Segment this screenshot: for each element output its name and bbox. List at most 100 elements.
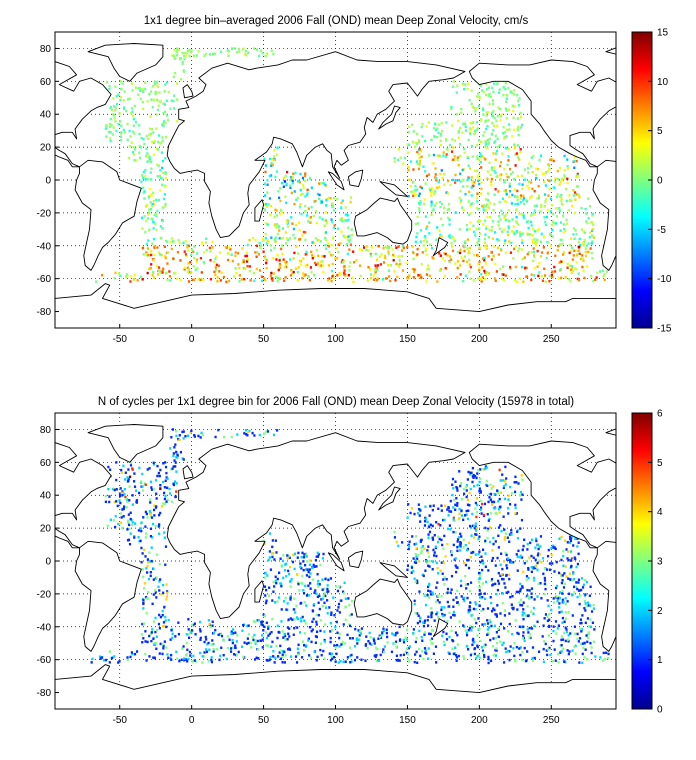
data-cell bbox=[261, 646, 264, 649]
data-cell bbox=[307, 220, 310, 223]
data-cell bbox=[492, 245, 495, 248]
data-cell bbox=[285, 265, 288, 269]
data-cell bbox=[427, 545, 430, 548]
data-cell bbox=[486, 138, 489, 142]
data-cell bbox=[505, 117, 508, 120]
data-cell bbox=[108, 87, 111, 91]
data-cell bbox=[575, 581, 578, 584]
data-cell bbox=[343, 219, 346, 222]
data-cell bbox=[382, 629, 385, 633]
data-cell bbox=[470, 194, 473, 197]
data-cell bbox=[265, 261, 268, 265]
data-cell bbox=[577, 245, 581, 249]
data-cell bbox=[157, 251, 161, 254]
data-cell bbox=[495, 613, 498, 616]
data-cell bbox=[287, 618, 290, 621]
data-cell bbox=[470, 186, 473, 189]
data-cell bbox=[493, 141, 496, 145]
data-cell bbox=[275, 551, 278, 554]
data-cell bbox=[569, 280, 572, 283]
data-cell bbox=[159, 483, 162, 487]
data-cell bbox=[360, 627, 363, 630]
coastline-sumatra bbox=[327, 552, 345, 572]
data-cell bbox=[442, 154, 445, 157]
data-cell bbox=[143, 191, 146, 194]
data-cell bbox=[279, 649, 282, 653]
data-cell bbox=[581, 265, 584, 269]
data-cell bbox=[389, 264, 393, 267]
data-cell bbox=[499, 563, 502, 567]
data-cell bbox=[349, 196, 353, 199]
data-cell bbox=[456, 260, 460, 263]
data-cell bbox=[437, 572, 440, 575]
data-cell bbox=[267, 659, 270, 662]
data-cell bbox=[274, 601, 277, 604]
data-cell bbox=[508, 266, 512, 269]
data-cell bbox=[545, 198, 548, 201]
data-cell bbox=[437, 180, 440, 184]
data-cell bbox=[536, 229, 539, 232]
data-cell bbox=[566, 541, 569, 544]
data-cell bbox=[141, 88, 144, 91]
data-cell bbox=[587, 242, 590, 245]
data-cell bbox=[184, 435, 187, 438]
data-cell bbox=[133, 104, 136, 108]
data-cell bbox=[554, 207, 558, 210]
data-cell bbox=[305, 553, 308, 556]
data-cell bbox=[150, 631, 153, 634]
data-cell bbox=[551, 220, 555, 223]
data-cell bbox=[295, 198, 298, 201]
data-cell bbox=[144, 652, 147, 656]
data-cell bbox=[491, 121, 494, 125]
data-cell bbox=[473, 181, 476, 184]
data-cell bbox=[247, 632, 250, 636]
data-cell bbox=[475, 476, 478, 480]
data-cell bbox=[393, 270, 396, 273]
data-cell bbox=[161, 219, 165, 223]
data-cell bbox=[267, 558, 270, 562]
data-cell bbox=[444, 504, 447, 507]
data-cell bbox=[322, 264, 325, 267]
data-cell bbox=[479, 592, 482, 595]
data-cell bbox=[308, 654, 311, 657]
data-cell bbox=[539, 210, 542, 213]
data-cell bbox=[281, 661, 284, 664]
data-cell bbox=[440, 594, 443, 598]
data-cell bbox=[471, 180, 474, 183]
data-cell bbox=[511, 193, 514, 197]
data-cell bbox=[273, 237, 276, 241]
data-cell bbox=[490, 559, 494, 562]
data-cell bbox=[472, 550, 475, 554]
data-cell bbox=[424, 236, 427, 240]
data-cell bbox=[439, 569, 442, 573]
data-cell bbox=[315, 658, 318, 662]
data-cell bbox=[393, 536, 397, 539]
data-cell bbox=[497, 190, 500, 193]
data-cell bbox=[430, 202, 433, 206]
data-cell bbox=[486, 619, 489, 622]
data-cell bbox=[484, 208, 488, 212]
data-cell bbox=[578, 602, 581, 606]
data-cell bbox=[528, 589, 531, 592]
data-cell bbox=[513, 658, 517, 662]
data-cell bbox=[415, 542, 418, 545]
data-cell bbox=[533, 241, 537, 244]
data-cell bbox=[417, 152, 421, 156]
data-cell bbox=[516, 156, 520, 159]
data-cell bbox=[583, 276, 586, 280]
data-cell bbox=[229, 247, 232, 251]
data-cell bbox=[493, 277, 497, 280]
data-cell bbox=[572, 585, 576, 589]
data-cell bbox=[174, 495, 177, 498]
data-cell bbox=[527, 187, 531, 190]
data-cell bbox=[382, 261, 386, 264]
data-cell bbox=[536, 554, 540, 557]
data-cell bbox=[453, 181, 457, 184]
data-cell bbox=[312, 617, 315, 621]
data-cell bbox=[241, 247, 244, 250]
data-cell bbox=[142, 107, 145, 111]
data-cell bbox=[564, 539, 567, 542]
coastline-japan bbox=[378, 105, 401, 130]
data-cell bbox=[425, 174, 429, 178]
data-cell bbox=[347, 218, 350, 222]
